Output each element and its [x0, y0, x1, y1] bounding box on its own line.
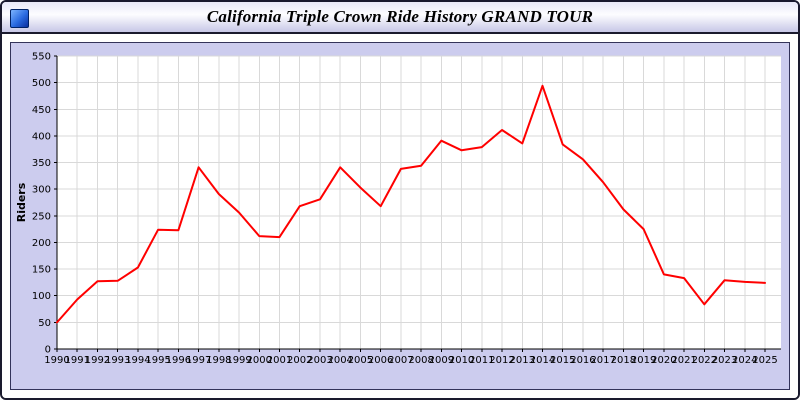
- window-title: California Triple Crown Ride History GRA…: [206, 7, 594, 26]
- svg-text:2015: 2015: [550, 355, 575, 366]
- svg-text:2025: 2025: [752, 355, 777, 366]
- svg-text:150: 150: [32, 265, 51, 276]
- svg-text:2012: 2012: [489, 355, 514, 366]
- chart-box: 0 50 100 150 200 250 300 350 400 450 500 550 1990 199…: [10, 42, 790, 390]
- svg-text:1999: 1999: [226, 355, 251, 366]
- svg-text:2019: 2019: [631, 355, 656, 366]
- svg-text:50: 50: [38, 318, 51, 329]
- svg-text:300: 300: [32, 185, 51, 196]
- svg-text:2006: 2006: [368, 355, 393, 366]
- svg-text:550: 550: [32, 52, 51, 63]
- svg-text:450: 450: [32, 105, 51, 116]
- svg-text:2022: 2022: [692, 355, 717, 366]
- svg-text:2005: 2005: [348, 355, 373, 366]
- svg-text:1998: 1998: [206, 355, 231, 366]
- svg-text:1997: 1997: [186, 355, 211, 366]
- svg-text:2001: 2001: [267, 355, 292, 366]
- svg-text:500: 500: [32, 78, 51, 89]
- line-chart: 0501001502002503003504004505005501990199…: [15, 52, 781, 366]
- svg-text:2007: 2007: [388, 355, 413, 366]
- svg-text:1996: 1996: [166, 355, 191, 366]
- svg-text:2009: 2009: [429, 355, 454, 366]
- svg-text:250: 250: [32, 211, 51, 222]
- svg-text:2010: 2010: [449, 355, 474, 366]
- svg-text:2020: 2020: [651, 355, 676, 366]
- svg-text:2016: 2016: [570, 355, 595, 366]
- svg-text:350: 350: [32, 158, 51, 169]
- svg-text:100: 100: [32, 291, 51, 302]
- svg-text:2021: 2021: [671, 355, 696, 366]
- title-bar: California Triple Crown Ride History GRA…: [2, 2, 798, 34]
- svg-text:Riders: Riders: [15, 182, 28, 222]
- svg-text:1991: 1991: [65, 355, 90, 366]
- svg-text:1994: 1994: [125, 355, 150, 366]
- svg-text:1995: 1995: [145, 355, 170, 366]
- svg-text:2011: 2011: [469, 355, 494, 366]
- svg-text:2014: 2014: [530, 355, 555, 366]
- chart-container: 0 50 100 150 200 250 300 350 400 450 500 550 1990 199…: [2, 34, 798, 398]
- svg-text:1990: 1990: [44, 355, 69, 366]
- svg-text:0: 0: [45, 345, 51, 356]
- svg-text:2018: 2018: [611, 355, 636, 366]
- svg-text:2002: 2002: [287, 355, 312, 366]
- app-icon: [10, 9, 29, 28]
- svg-text:2008: 2008: [408, 355, 433, 366]
- svg-text:2024: 2024: [732, 355, 757, 366]
- svg-text:2017: 2017: [590, 355, 615, 366]
- svg-text:2003: 2003: [307, 355, 332, 366]
- svg-text:2013: 2013: [510, 355, 535, 366]
- svg-text:1992: 1992: [85, 355, 110, 366]
- svg-text:2000: 2000: [247, 355, 272, 366]
- svg-text:2023: 2023: [712, 355, 737, 366]
- svg-text:2004: 2004: [327, 355, 352, 366]
- svg-text:200: 200: [32, 238, 51, 249]
- svg-text:1993: 1993: [105, 355, 130, 366]
- svg-text:400: 400: [32, 131, 51, 142]
